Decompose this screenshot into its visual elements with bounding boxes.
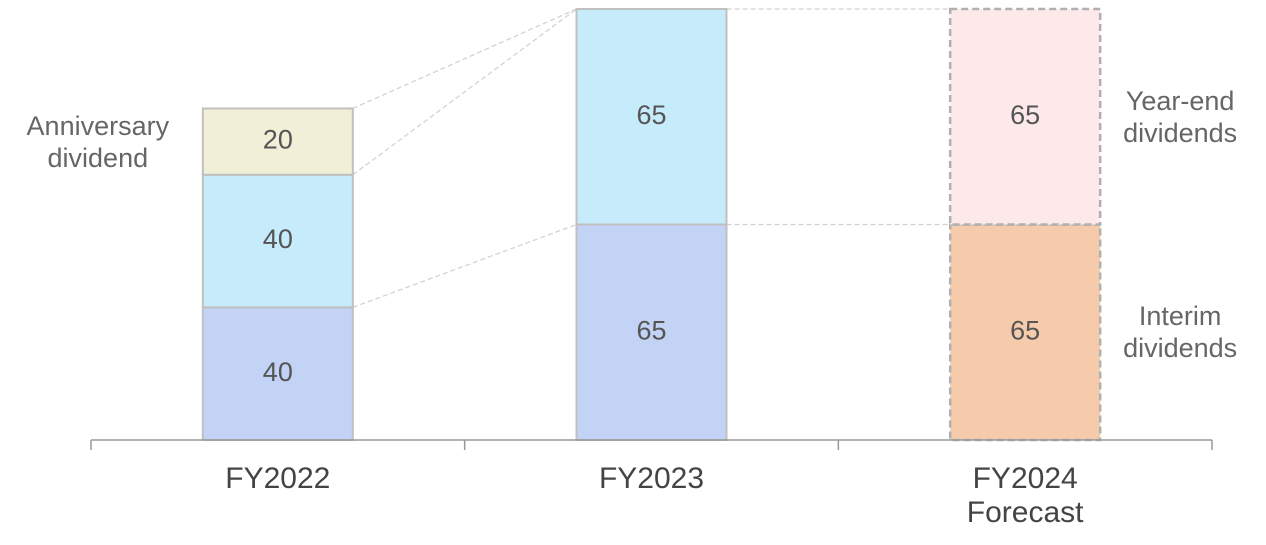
bar-segment <box>948 7 1102 226</box>
bar-segment <box>575 223 728 441</box>
value-label: 40 <box>263 224 293 254</box>
series-label: Year-end dividends <box>1123 85 1238 148</box>
x-tick-label: FY2023 <box>598 462 705 495</box>
connector <box>352 223 577 308</box>
value-label: 65 <box>1010 100 1040 130</box>
connector <box>352 8 577 110</box>
bar-segment <box>575 8 728 226</box>
x-tick-label: FY2022 <box>225 462 331 495</box>
bar-segment <box>201 107 354 176</box>
connector <box>352 8 577 176</box>
value-label: 65 <box>636 100 666 130</box>
series-label: Anniversary dividend <box>26 110 170 173</box>
x-tick-label: FY2024 Forecast <box>966 462 1084 529</box>
value-label: 40 <box>263 357 293 387</box>
value-label: 65 <box>636 315 666 345</box>
value-label: 65 <box>1010 315 1040 345</box>
value-label: 20 <box>263 125 293 155</box>
bar-segment <box>201 173 354 309</box>
bar-segment <box>201 306 354 441</box>
series-label: Interim dividends <box>1123 301 1238 364</box>
